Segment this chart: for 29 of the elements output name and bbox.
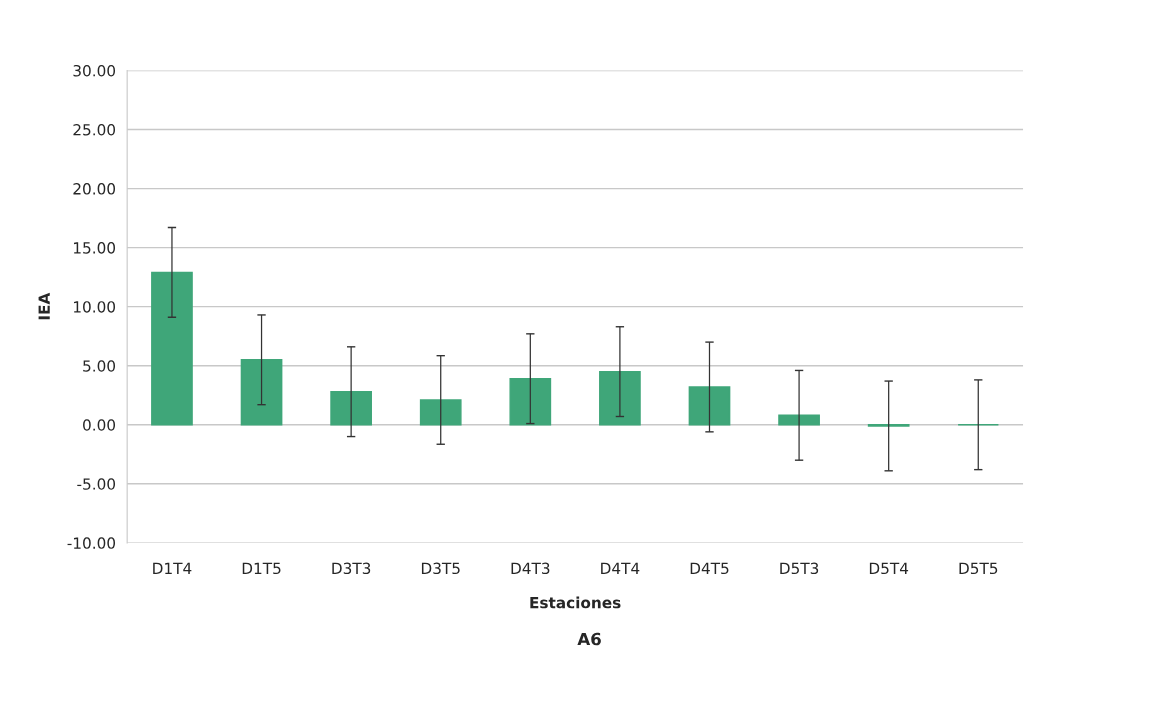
- x-tick-label: D3T3: [332, 562, 371, 575]
- x-tick-label: D4T4: [601, 562, 640, 574]
- bar: [419, 399, 462, 426]
- x-tick-label: D1T5: [242, 562, 281, 575]
- bar: [509, 378, 552, 426]
- x-tick-label: D4T5: [690, 562, 729, 575]
- x-tick-label: D3T5: [421, 562, 460, 575]
- x-tick-label: D5T4: [869, 562, 909, 575]
- bar: [688, 386, 731, 426]
- y-tick-label: 5.00: [83, 360, 116, 372]
- bar: [240, 359, 283, 426]
- x-axis-title: Estaciones: [530, 596, 621, 609]
- x-tick-label: D5T5: [959, 562, 998, 575]
- y-tick-label: 0.00: [83, 419, 116, 431]
- bar: [151, 271, 193, 426]
- y-tick-label: -5.00: [77, 478, 116, 490]
- y-tick-label: 15.00: [73, 242, 116, 254]
- y-axis-title: IEA: [38, 292, 50, 320]
- y-tick-label: 30.00: [73, 64, 116, 77]
- x-tick-label: D1T4: [153, 562, 192, 574]
- x-tick-label: D5T3: [780, 562, 819, 575]
- y-tick-label: 20.00: [73, 183, 116, 195]
- text: A6: [577, 632, 601, 646]
- x-tick-label: D4T3: [511, 562, 550, 575]
- y-tick-label: 10.00: [73, 301, 116, 313]
- bar: [599, 370, 641, 426]
- y-tick-label: 25.00: [73, 124, 116, 136]
- bar: [330, 391, 372, 426]
- y-tick-label: -10.00: [67, 537, 116, 549]
